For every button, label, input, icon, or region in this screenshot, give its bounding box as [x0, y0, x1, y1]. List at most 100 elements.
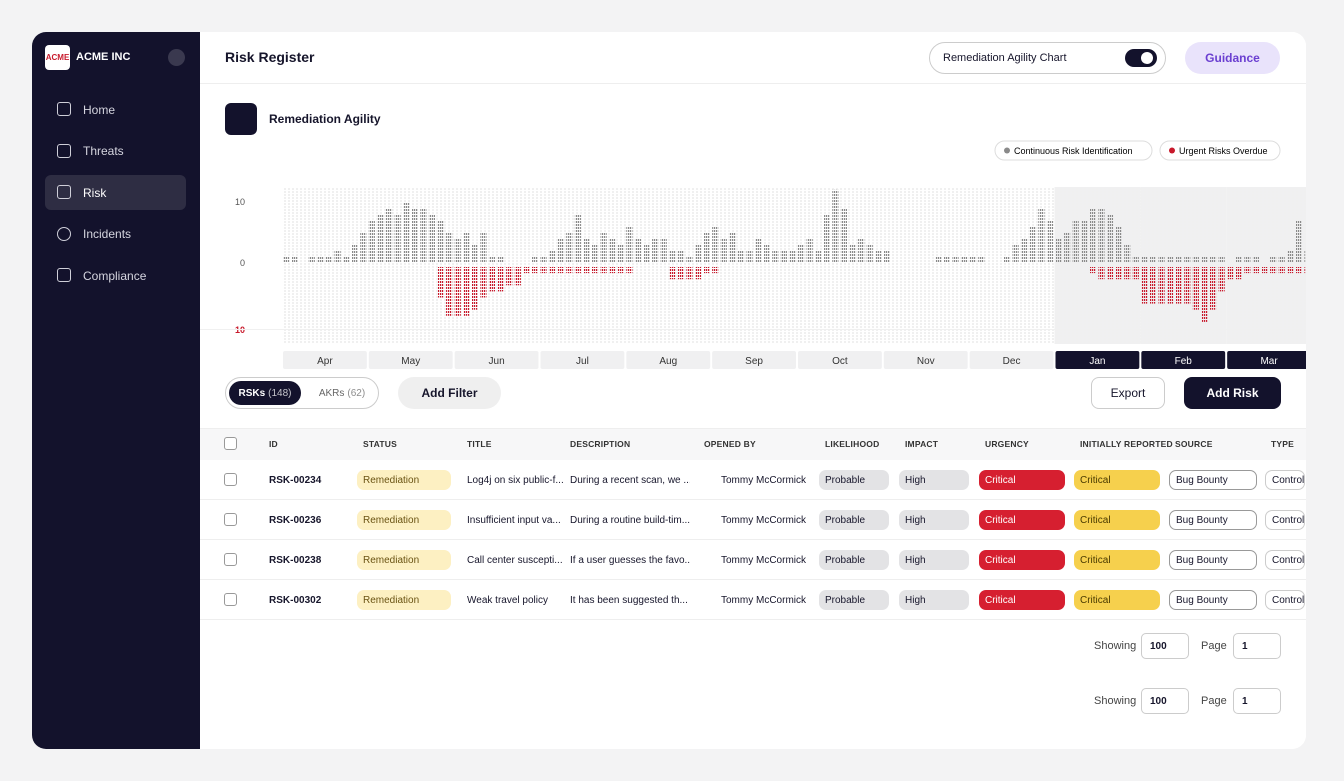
bar [1038, 208, 1045, 263]
page-label: Page [1201, 695, 1227, 707]
bar [540, 256, 547, 263]
cell: During a recent scan, we ... [570, 474, 690, 486]
bar [446, 232, 453, 263]
showing-label: Showing [1094, 695, 1137, 707]
month-label: Jan [1089, 356, 1105, 367]
row-checkbox[interactable] [224, 593, 237, 606]
bar [1107, 267, 1114, 280]
bar [334, 250, 341, 263]
bar [798, 244, 805, 263]
bar [566, 267, 573, 274]
bar [1235, 256, 1242, 263]
page-size[interactable]: 100 [1141, 688, 1189, 714]
cell: Critical [1074, 470, 1160, 490]
nav-item[interactable]: Home [45, 92, 186, 127]
bar [1141, 256, 1148, 263]
export-button[interactable]: Export [1091, 377, 1165, 409]
tab-count: (148) [268, 387, 292, 399]
month-label: Dec [1003, 356, 1021, 367]
bar [677, 267, 684, 280]
bar [592, 267, 599, 274]
nav-item[interactable]: Risk [45, 175, 186, 210]
bar [386, 208, 393, 263]
nav-item[interactable]: Threats [45, 134, 186, 169]
row[interactable] [200, 500, 1306, 540]
add-risk-label: Add Risk [1206, 386, 1259, 400]
row-checkbox[interactable] [224, 513, 237, 526]
month-label: Aug [659, 356, 677, 367]
row-checkbox[interactable] [224, 553, 237, 566]
cell: High [899, 470, 969, 490]
chart-icon [225, 103, 257, 135]
column-header: DESCRIPTION [570, 439, 631, 449]
bar [583, 238, 590, 263]
tab[interactable]: RSKs (148) [229, 381, 301, 405]
column-header: STATUS [363, 439, 397, 449]
bar [1252, 267, 1259, 274]
bar [506, 267, 513, 286]
bar [566, 232, 573, 263]
cell: Remediation [357, 470, 451, 490]
bar [652, 238, 659, 263]
add-risk-button[interactable]: Add Risk [1184, 377, 1281, 409]
header-checkbox[interactable] [224, 437, 237, 450]
bar [643, 244, 650, 263]
row[interactable] [200, 540, 1306, 580]
bar [1149, 256, 1156, 263]
guidance-button[interactable]: Guidance [1185, 42, 1280, 74]
cell: During a routine build-tim... [570, 514, 690, 526]
bar [583, 267, 590, 274]
month-box [626, 351, 711, 369]
month-box [283, 351, 367, 369]
column-header: OPENED BY [704, 439, 756, 449]
month-box [883, 351, 968, 369]
month-box [540, 351, 625, 369]
cell: Probable [819, 590, 889, 610]
bar [626, 226, 633, 263]
cell: Control [1265, 470, 1305, 490]
cell: RSK-00236 [269, 514, 322, 526]
chart-toggle[interactable]: Remediation Agility Chart [929, 42, 1166, 74]
bar [1201, 267, 1208, 322]
cell: RSK-00234 [269, 474, 322, 486]
bar [1295, 267, 1302, 274]
page-label: Page [1201, 640, 1227, 652]
workspace-switcher[interactable] [168, 49, 185, 66]
switch[interactable] [1125, 49, 1157, 67]
chart-title: Remediation Agility [269, 112, 381, 126]
bar [755, 238, 762, 263]
row-checkbox[interactable] [224, 473, 237, 486]
cell: High [899, 550, 969, 570]
nav-item[interactable]: Compliance [45, 258, 186, 293]
month-label: Feb [1175, 356, 1193, 367]
bar [514, 267, 521, 286]
bar [780, 250, 787, 263]
bar [712, 267, 719, 274]
month-box [798, 351, 882, 369]
cell: Control [1265, 510, 1305, 530]
column-header: IMPACT [905, 439, 939, 449]
bar [703, 267, 710, 274]
column-header: INITIALLY REPORTED [1080, 439, 1173, 449]
page-number[interactable]: 1 [1233, 688, 1281, 714]
page-number[interactable]: 1 [1233, 633, 1281, 659]
bar [1141, 267, 1148, 304]
bar [325, 256, 332, 263]
add-filter[interactable]: Add Filter [398, 377, 501, 409]
bar [634, 238, 641, 263]
row[interactable] [200, 460, 1306, 500]
bar [1046, 220, 1053, 263]
bar [1149, 267, 1156, 304]
export-label: Export [1110, 386, 1146, 400]
bar [703, 232, 710, 263]
bar [840, 208, 847, 263]
cell: Critical [1074, 590, 1160, 610]
filter-label: Add Filter [421, 386, 478, 400]
nav-item[interactable]: Incidents [45, 217, 186, 252]
tab[interactable]: AKRs (62) [306, 381, 378, 405]
cell: RSK-00302 [269, 594, 322, 606]
bar [669, 267, 676, 280]
bar [1158, 267, 1165, 304]
row[interactable] [200, 580, 1306, 620]
page-size[interactable]: 100 [1141, 633, 1189, 659]
